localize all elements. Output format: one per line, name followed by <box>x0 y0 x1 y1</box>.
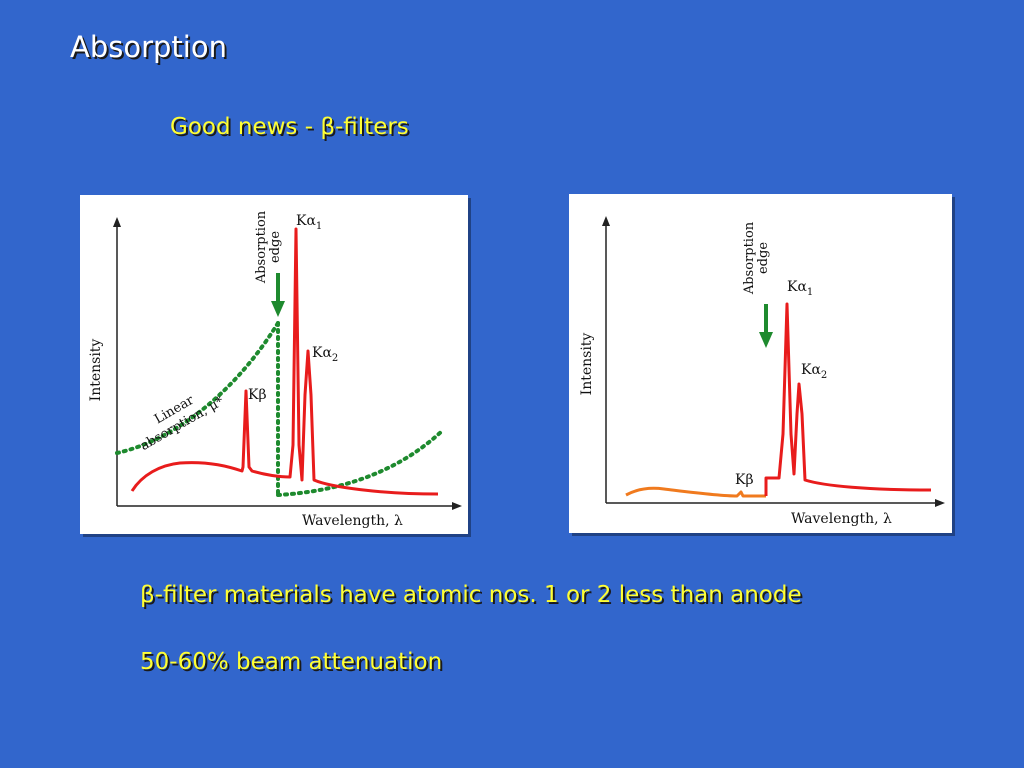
linear-absorption-label: Linear absorption, μ* <box>138 393 227 454</box>
absorption-edge-arrowhead <box>271 301 285 317</box>
peak-label-ka2: Kα2 <box>312 345 338 364</box>
spectrum-curve <box>130 227 439 496</box>
filtered-spectrum-diagram: Intensity Wavelength, λ Absorption edge … <box>569 194 952 533</box>
slide-subtitle: Good news - β-filters <box>170 114 409 140</box>
peak-label-kb: Kβ <box>248 387 267 403</box>
x-axis-arrowhead <box>935 499 945 507</box>
unfiltered-spectrum-diagram: Intensity Wavelength, λ Absorption edge … <box>80 195 468 534</box>
absorption-edge-arrowhead <box>759 332 773 348</box>
y-axis-arrowhead <box>113 217 121 227</box>
absorption-curve-after-edge <box>276 429 444 497</box>
y-axis-arrowhead <box>602 216 610 226</box>
peak-label-ka1: Kα1 <box>296 213 322 232</box>
filtered-spectrum-high <box>764 302 932 496</box>
bullet-beam-attenuation: 50-60% beam attenuation <box>140 649 443 675</box>
x-axis-arrowhead <box>452 502 462 510</box>
absorption-edge-label: Absorption edge <box>254 210 283 284</box>
bullet-filter-materials: β-filter materials have atomic nos. 1 or… <box>140 582 802 608</box>
x-axis-label: Wavelength, λ <box>791 511 892 527</box>
y-axis-label: Intensity <box>88 339 104 402</box>
edge-label-line2: edge <box>268 231 283 263</box>
peak-label-kb: Kβ <box>735 472 754 488</box>
absorption-curve-before-edge <box>115 321 280 455</box>
x-axis-label: Wavelength, λ <box>302 513 403 529</box>
peak-label-ka1: Kα1 <box>787 279 813 298</box>
y-axis-label: Intensity <box>579 333 595 396</box>
filtered-spectrum-low <box>625 486 766 498</box>
edge-label-line1: Absorption <box>254 210 269 284</box>
peak-label-ka2: Kα2 <box>801 362 827 381</box>
edge-label-line1: Absorption <box>742 221 757 295</box>
slide-title: Absorption <box>70 30 227 64</box>
edge-label-line2: edge <box>756 242 771 274</box>
absorption-edge-label: Absorption edge <box>742 221 771 295</box>
